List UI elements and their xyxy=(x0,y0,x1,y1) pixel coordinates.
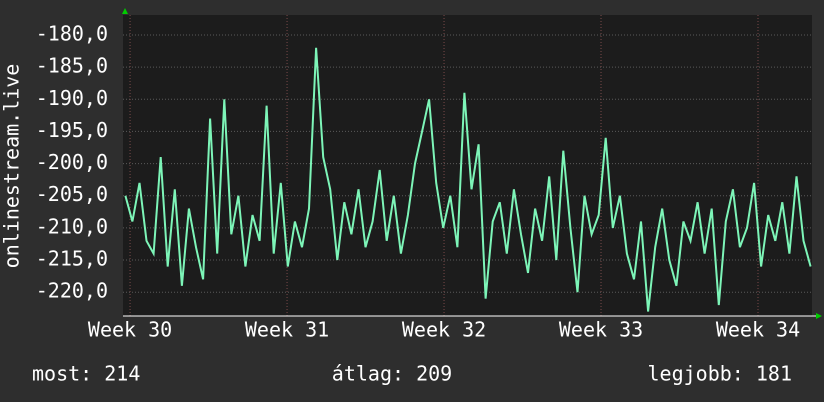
y-tick-label: -180,0 xyxy=(36,21,108,45)
footer-max: legjobb: 181 xyxy=(648,362,793,386)
y-tick-label: -215,0 xyxy=(36,247,108,271)
footer-average: átlag: 209 xyxy=(332,362,452,386)
y-tick-label: -200,0 xyxy=(36,150,108,174)
x-tick-label: Week 33 xyxy=(559,318,643,342)
x-tick-label: Week 31 xyxy=(245,318,329,342)
y-axis-label: onlinestream.live xyxy=(0,64,24,269)
y-tick-label: -185,0 xyxy=(36,54,108,78)
y-tick-label: -220,0 xyxy=(36,279,108,303)
x-tick-label: Week 32 xyxy=(402,318,486,342)
y-axis-arrow xyxy=(122,8,128,14)
data-line xyxy=(124,47,812,312)
y-tick-label: -190,0 xyxy=(36,86,108,110)
y-tick-label: -210,0 xyxy=(36,214,108,238)
grid xyxy=(123,15,812,316)
y-tick-label: -205,0 xyxy=(36,182,108,206)
y-tick-label: -195,0 xyxy=(36,118,108,142)
x-axis-arrow xyxy=(816,313,822,319)
x-tick-label: Week 30 xyxy=(88,318,172,342)
marks xyxy=(124,47,812,312)
plot-area xyxy=(123,15,812,316)
footer-current: most: 214 xyxy=(32,362,140,386)
x-tick-label: Week 34 xyxy=(716,318,800,342)
